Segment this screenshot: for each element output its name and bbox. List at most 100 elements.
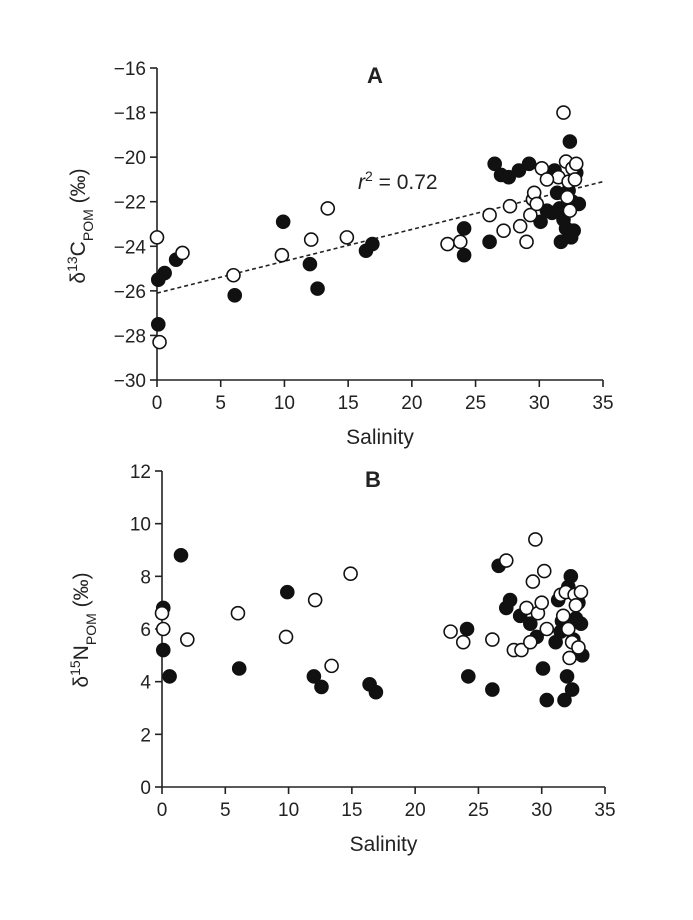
x-tick-label: 30: [531, 800, 552, 821]
open-point: [440, 236, 455, 252]
filled-point: [227, 288, 243, 303]
open-point: [230, 605, 246, 621]
panel-label: B: [365, 467, 381, 492]
y-axis-title-subscript: POM: [80, 209, 96, 241]
open-point: [443, 624, 458, 639]
y-tick-label: 10: [130, 515, 151, 536]
open-point: [482, 207, 497, 223]
open-point: [528, 532, 543, 547]
open-point: [539, 621, 555, 637]
y-tick-label: −28: [114, 326, 146, 347]
open-point: [502, 198, 518, 214]
open-point: [155, 621, 171, 637]
open-point: [529, 196, 545, 212]
x-tick-label: 20: [401, 393, 422, 414]
open-point: [562, 203, 578, 218]
open-point: [278, 629, 294, 645]
open-point: [534, 595, 550, 610]
y-axis-title-prefix: δ: [67, 272, 90, 284]
open-point: [343, 566, 358, 582]
y-tick-label: −18: [114, 104, 146, 125]
filled-point: [557, 692, 572, 708]
open-point: [560, 621, 576, 637]
r-squared-symbol: r: [358, 171, 366, 194]
filled-point: [539, 692, 555, 708]
y-axis-title: δ13CPOM (‰): [64, 168, 96, 283]
r-squared-annotation: r2 = 0.72: [358, 168, 438, 194]
open-point: [226, 267, 241, 283]
open-point: [180, 632, 195, 647]
y-axis-title-unit: (‰): [67, 168, 90, 209]
y-tick-label: 4: [140, 673, 151, 694]
panel-label: A: [367, 63, 383, 88]
x-tick-label: 0: [152, 393, 163, 414]
y-axis-title-superscript: 13: [64, 256, 80, 272]
x-tick-label: 10: [274, 393, 295, 414]
open-point: [573, 584, 589, 600]
open-point: [324, 658, 339, 674]
filled-point: [456, 221, 472, 236]
filled-point: [459, 621, 475, 637]
filled-point: [280, 584, 295, 600]
open-point: [523, 207, 538, 223]
filled-point: [501, 169, 517, 185]
open-point: [556, 105, 571, 120]
open-point: [555, 608, 571, 624]
open-point: [498, 553, 514, 568]
y-tick-label: −26: [114, 282, 146, 303]
y-tick-label: 12: [130, 462, 151, 483]
panel-a: −30 −28 −26 −24 −22 −20 −18 −16 0 5 10 15 20 25 30 35 Sa…: [64, 59, 614, 449]
open-point: [525, 574, 541, 589]
x-tick-label: 25: [468, 800, 489, 821]
y-axis-title-main: N: [70, 645, 93, 660]
open-point: [152, 334, 167, 350]
filled-point: [310, 281, 325, 296]
filled-point: [563, 569, 579, 584]
y-tick-label: 6: [140, 620, 151, 641]
filled-point: [157, 265, 172, 281]
x-tick-label: 15: [341, 800, 362, 821]
filled-point: [314, 679, 329, 695]
open-point: [519, 234, 534, 250]
filled-point: [306, 669, 322, 684]
filled-point: [162, 669, 177, 684]
x-tick-label: 10: [278, 800, 299, 821]
open-point: [496, 223, 511, 238]
x-axis-title: Salinity: [346, 426, 414, 449]
filled-point: [365, 236, 380, 252]
series-open: [154, 532, 589, 674]
filled-point: [275, 214, 291, 230]
x-tick-label: 5: [215, 393, 226, 414]
filled-point: [502, 592, 518, 608]
filled-point: [573, 616, 589, 632]
x-tick-label: 20: [405, 800, 426, 821]
r-squared-superscript: 2: [365, 168, 373, 184]
open-point: [303, 232, 319, 247]
series-open: [149, 105, 584, 350]
open-point: [320, 201, 336, 216]
filled-point: [562, 134, 578, 149]
y-tick-label: −16: [114, 59, 146, 80]
open-point: [455, 634, 471, 650]
filled-point: [511, 163, 527, 178]
filled-point: [150, 316, 166, 332]
filled-point: [482, 234, 497, 250]
x-tick-label: 30: [529, 393, 550, 414]
open-point: [339, 230, 355, 245]
filled-point: [461, 669, 476, 684]
x-tick-label: 25: [465, 393, 486, 414]
open-point: [452, 234, 468, 250]
open-point: [307, 592, 323, 608]
y-tick-label: 0: [140, 778, 151, 799]
y-axis-title-superscript: 15: [67, 660, 83, 676]
x-tick-label: 15: [338, 393, 359, 414]
open-point: [536, 563, 552, 579]
open-point: [154, 605, 170, 621]
filled-point: [533, 214, 548, 230]
open-point: [560, 189, 575, 205]
open-point: [149, 230, 165, 245]
open-point: [539, 172, 555, 187]
filled-point: [368, 684, 384, 700]
filled-point: [563, 230, 579, 245]
